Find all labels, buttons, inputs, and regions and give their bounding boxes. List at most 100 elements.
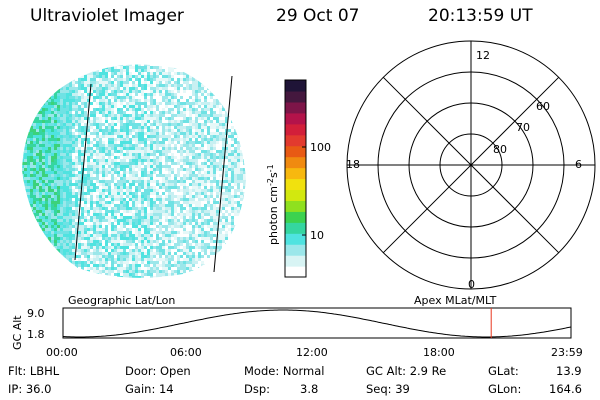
uv-pixel [22,129,24,132]
uv-pixel [246,129,249,132]
uv-pixel [162,84,165,87]
uv-pixel [159,216,162,219]
uv-pixel [162,213,165,216]
uv-pixel [102,159,105,162]
uv-pixel [87,222,90,225]
uv-pixel [246,180,249,183]
uv-pixel [225,198,228,201]
uv-pixel [27,72,30,75]
uv-pixel [69,189,72,192]
uv-pixel [231,225,234,228]
uv-pixel [141,216,144,219]
uv-pixel [54,78,57,81]
uv-pixel [237,156,240,159]
uv-pixel [198,72,201,75]
uv-pixel [42,201,45,204]
uv-pixel [192,105,195,108]
uv-pixel [21,60,24,63]
uv-pixel [33,147,36,150]
uv-pixel [126,123,129,126]
uv-pixel [96,195,99,198]
uv-pixel [132,180,135,183]
uv-pixel [189,93,192,96]
uv-pixel [108,135,111,138]
uv-pixel [207,201,210,204]
uv-pixel [36,126,39,129]
uv-pixel [243,126,246,129]
uv-pixel [90,207,93,210]
uv-pixel [222,87,225,90]
uv-pixel [48,111,51,114]
uv-pixel [171,156,174,159]
uv-pixel [249,129,252,132]
uv-pixel [108,234,111,237]
uv-pixel [192,111,195,114]
uv-pixel [93,195,96,198]
uv-pixel [150,150,153,153]
uv-pixel [210,231,213,234]
uv-pixel [225,87,228,90]
uv-pixel [213,93,216,96]
uv-pixel [138,174,141,177]
uv-pixel [165,168,168,171]
uv-pixel [246,207,249,210]
uv-pixel [177,219,180,222]
uv-pixel [180,207,183,210]
uv-pixel [192,189,195,192]
uv-pixel [54,156,57,159]
uv-pixel [48,207,51,210]
uv-pixel [168,84,171,87]
uv-pixel [153,174,156,177]
uv-pixel [126,243,129,246]
uv-pixel [174,135,177,138]
uv-pixel [126,93,129,96]
uv-pixel [126,96,129,99]
uv-pixel [132,246,135,249]
uv-pixel [69,144,72,147]
uv-pixel [189,186,192,189]
uv-pixel [63,168,66,171]
uv-pixel [99,201,102,204]
uv-pixel [57,78,60,81]
uv-pixel [78,168,81,171]
uv-pixel [129,246,132,249]
uv-pixel [210,195,213,198]
uv-pixel [141,174,144,177]
uv-pixel [45,198,48,201]
uv-pixel [204,120,207,123]
uv-pixel [78,66,81,69]
uv-pixel [78,153,81,156]
uv-pixel [240,240,243,243]
uv-pixel [78,129,81,132]
uv-pixel [135,249,138,252]
uv-pixel [246,156,249,159]
uv-pixel [168,201,171,204]
uv-pixel [231,99,234,102]
uv-pixel [165,162,168,165]
uv-pixel [63,198,66,201]
uv-pixel [81,114,84,117]
uv-pixel [78,216,81,219]
uv-pixel [84,60,87,63]
uv-pixel [219,153,222,156]
uv-pixel [111,93,114,96]
uv-pixel [18,246,21,249]
uv-pixel [165,75,168,78]
uv-pixel [138,159,141,162]
uv-pixel [45,213,48,216]
uv-pixel [156,240,159,243]
uv-pixel [177,114,180,117]
uv-pixel [207,78,210,81]
uv-pixel [96,132,99,135]
uv-pixel [165,144,168,147]
uv-pixel [147,237,150,240]
uv-pixel [186,126,189,129]
uv-pixel [231,222,234,225]
uv-pixel [177,84,180,87]
uv-pixel [180,138,183,141]
uv-pixel [192,186,195,189]
uv-pixel [138,177,141,180]
uv-pixel [75,120,78,123]
uv-pixel [177,234,180,237]
uv-pixel [96,234,99,237]
